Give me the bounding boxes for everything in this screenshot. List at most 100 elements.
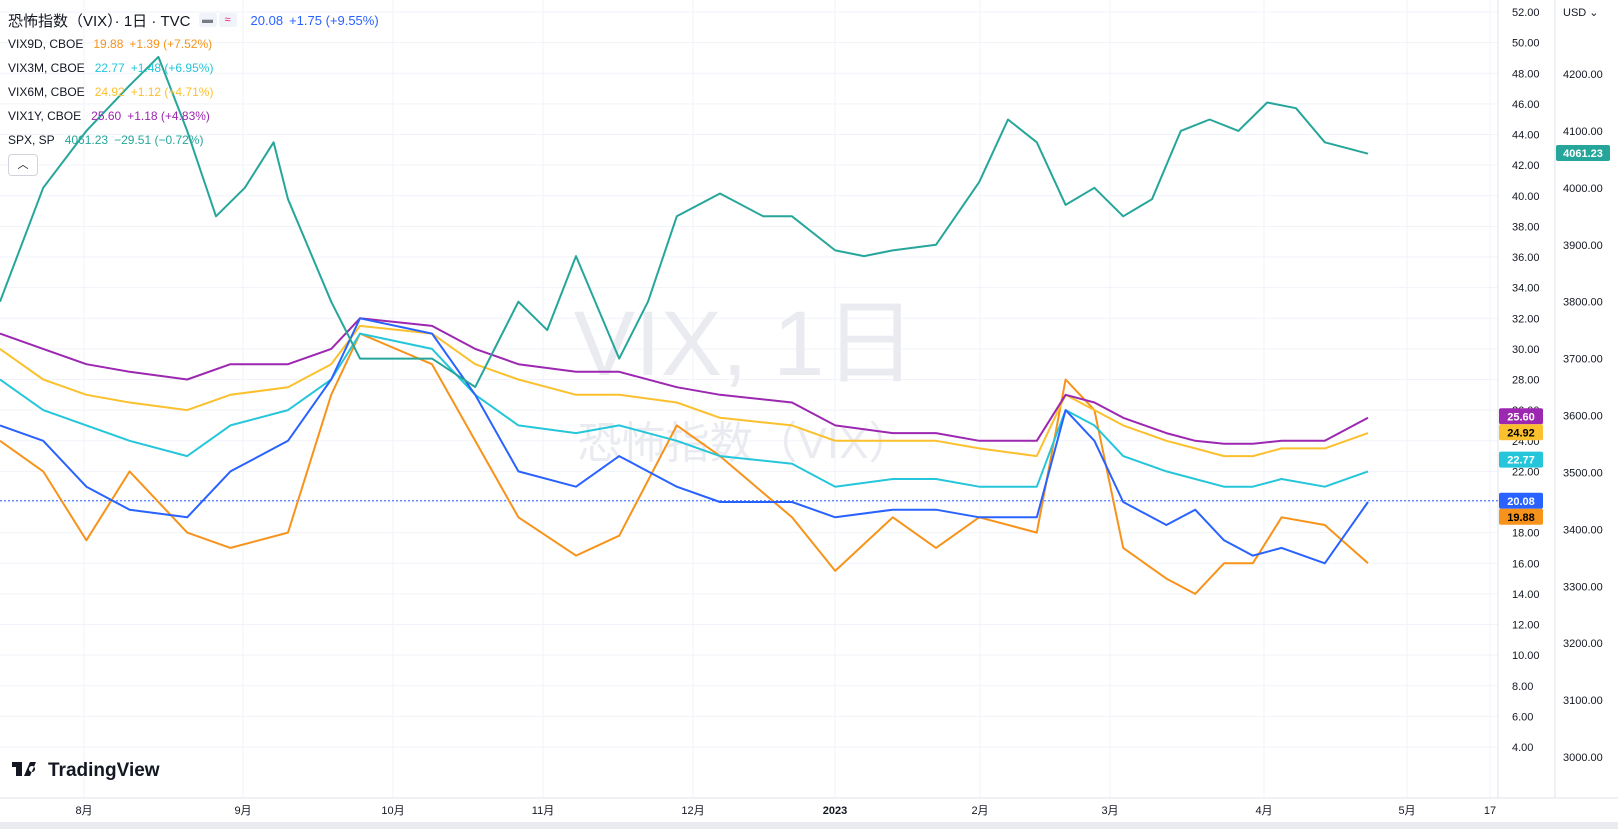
legend-symbol: VIX3M, CBOE bbox=[8, 61, 85, 75]
left-axis-tick-label: 46.00 bbox=[1512, 99, 1540, 111]
left-axis-tick-label: 40.00 bbox=[1512, 191, 1540, 203]
left-axis-tick-label: 28.00 bbox=[1512, 375, 1540, 387]
time-axis-label: 8月 bbox=[75, 805, 92, 817]
legend-change: −29.51 (−0.72%) bbox=[114, 133, 204, 147]
currency-selector[interactable]: USD ⌄ bbox=[1563, 6, 1599, 19]
minus-icon[interactable]: ▬ bbox=[198, 13, 217, 27]
left-axis-tick-label: 12.00 bbox=[1512, 620, 1540, 632]
series-line bbox=[0, 332, 1369, 595]
time-axis-label: 4月 bbox=[1255, 805, 1272, 817]
price-tag-bg bbox=[1556, 144, 1610, 161]
legend-change: +1.18 (+4.83%) bbox=[127, 109, 210, 123]
watermark-line2: 恐怖指数（VIX） bbox=[578, 419, 913, 468]
watermark: VIX, 1日 恐怖指数（VIX） bbox=[574, 293, 917, 468]
time-axis-label: 11月 bbox=[532, 805, 554, 817]
time-axis-label: 2月 bbox=[971, 805, 988, 817]
legend-value: 22.77 bbox=[94, 61, 125, 75]
time-axis-label: 3月 bbox=[1101, 805, 1118, 817]
price-tag-label: 25.60 bbox=[1507, 411, 1535, 423]
legend-symbol: VIX6M, CBOE bbox=[8, 85, 85, 99]
series-line bbox=[0, 317, 1369, 445]
legend-row-vix1y[interactable]: VIX1Y, CBOE 25.60 +1.18 (+4.83%) bbox=[8, 104, 379, 128]
right-axis-tick-label: 4100.00 bbox=[1563, 126, 1603, 138]
right-axis-tick-label: 3900.00 bbox=[1563, 240, 1603, 252]
series-line bbox=[0, 332, 1369, 488]
price-tag-bg bbox=[1499, 408, 1543, 425]
price-tag-bg bbox=[1499, 492, 1543, 509]
series-lines bbox=[0, 55, 1369, 595]
left-axis-tick-label: 18.00 bbox=[1512, 528, 1540, 540]
price-tag-bg bbox=[1499, 508, 1543, 525]
legend-row-vix6m[interactable]: VIX6M, CBOE 24.92 +1.12 (+4.71%) bbox=[8, 80, 379, 104]
legend-row-vix9d[interactable]: VIX9D, CBOE 19.88 +1.39 (+7.52%) bbox=[8, 32, 379, 56]
right-axis-tick-label: 3500.00 bbox=[1563, 467, 1603, 479]
right-axis-tick-label: 3200.00 bbox=[1563, 638, 1603, 650]
time-axis-label: 9月 bbox=[234, 805, 251, 817]
price-tag-label: 22.77 bbox=[1507, 455, 1535, 467]
right-axis-tick-label: 4200.00 bbox=[1563, 69, 1603, 81]
legend-change: +1.12 (+4.71%) bbox=[130, 85, 214, 99]
chevron-down-icon: ⌄ bbox=[1589, 7, 1599, 19]
legend-symbol: SPX, SP bbox=[8, 133, 55, 147]
grid-lines bbox=[0, 0, 1498, 798]
bottom-strip bbox=[0, 822, 1618, 829]
series-line bbox=[0, 317, 1369, 565]
left-axis-tick-label: 36.00 bbox=[1512, 252, 1540, 264]
left-axis-tick-label: 32.00 bbox=[1512, 313, 1540, 325]
legend-main-row[interactable]: 恐怖指数（VIX）· 1日 · TVC ▬ ≈ 20.08 +1.75 (+9.… bbox=[8, 8, 379, 32]
series-line bbox=[0, 324, 1369, 458]
price-tag-label: 20.08 bbox=[1507, 496, 1535, 508]
legend-row-spx[interactable]: SPX, SP 4061.23 −29.51 (−0.72%) bbox=[8, 128, 379, 152]
left-axis-tick-label: 48.00 bbox=[1512, 68, 1540, 80]
time-axis-label: 5月 bbox=[1398, 805, 1415, 817]
currency-label: USD bbox=[1563, 7, 1587, 19]
right-axis-tick-label: 3600.00 bbox=[1563, 411, 1603, 423]
tradingview-logo-icon bbox=[12, 762, 36, 776]
series-line bbox=[0, 55, 1369, 388]
left-axis-tick-label: 52.00 bbox=[1512, 7, 1540, 19]
left-axis-tick-label: 6.00 bbox=[1512, 711, 1533, 723]
left-axis-tick-label: 38.00 bbox=[1512, 221, 1540, 233]
time-axis-label: 2023 bbox=[823, 805, 847, 817]
time-axis[interactable]: 8月 9月 10月 11月 12月 2023 2月 3月 4月 5月 17 bbox=[75, 805, 1496, 817]
legend-main-change: +1.75 (+9.55%) bbox=[289, 12, 379, 28]
left-axis-tick-label: 8.00 bbox=[1512, 681, 1533, 693]
legend-row-vix3m[interactable]: VIX3M, CBOE 22.77 +1.48 (+6.95%) bbox=[8, 56, 379, 80]
time-axis-label: 10月 bbox=[381, 805, 404, 817]
legend-main-title: 恐怖指数（VIX）· 1日 · TVC bbox=[8, 12, 191, 30]
price-tag-bg bbox=[1499, 424, 1543, 441]
chevron-up-icon: ︿ bbox=[17, 159, 29, 171]
left-axis-tick-label: 14.00 bbox=[1512, 589, 1540, 601]
right-axis-tick-label: 3800.00 bbox=[1563, 297, 1603, 309]
legend-change: +1.48 (+6.95%) bbox=[130, 61, 214, 75]
approx-icon[interactable]: ≈ bbox=[218, 13, 237, 27]
legend-value: 25.60 bbox=[91, 109, 122, 123]
price-tag-label: 19.88 bbox=[1507, 512, 1535, 524]
right-axis-tick-label: 3400.00 bbox=[1563, 524, 1603, 536]
legend-symbol: VIX9D, CBOE bbox=[8, 37, 84, 51]
left-axis-tick-label: 42.00 bbox=[1512, 160, 1540, 172]
legend: 恐怖指数（VIX）· 1日 · TVC ▬ ≈ 20.08 +1.75 (+9.… bbox=[8, 8, 379, 152]
price-tag-bg bbox=[1499, 451, 1543, 468]
watermark-line1: VIX, 1日 bbox=[574, 293, 917, 395]
legend-collapse-button[interactable]: ︿ bbox=[8, 154, 38, 176]
right-price-axis[interactable]: 4200.00 4100.00 4000.00 3900.00 3800.00 3700.… bbox=[1563, 69, 1603, 764]
time-axis-label: 17 bbox=[1484, 805, 1496, 817]
right-axis-tick-label: 3000.00 bbox=[1563, 752, 1603, 764]
legend-value: 19.88 bbox=[93, 37, 124, 51]
right-axis-tick-label: 3300.00 bbox=[1563, 581, 1603, 593]
price-tag-label: 24.92 bbox=[1507, 427, 1535, 439]
tradingview-wordmark: TradingView bbox=[48, 760, 160, 781]
right-axis-tick-label: 4000.00 bbox=[1563, 183, 1603, 195]
legend-value: 4061.23 bbox=[64, 133, 109, 147]
time-axis-label: 12月 bbox=[681, 805, 704, 817]
left-axis-tick-label: 44.00 bbox=[1512, 130, 1540, 142]
tradingview-logo[interactable]: TradingView bbox=[12, 760, 160, 781]
legend-badges: ▬ ≈ bbox=[198, 13, 237, 27]
legend-change: +1.39 (+7.52%) bbox=[129, 37, 213, 51]
legend-value: 24.92 bbox=[94, 85, 125, 99]
right-axis-tick-label: 3100.00 bbox=[1563, 695, 1603, 707]
price-tags: 25.60 24.92 22.77 20.08 19.88 4061.23 bbox=[1499, 144, 1610, 525]
